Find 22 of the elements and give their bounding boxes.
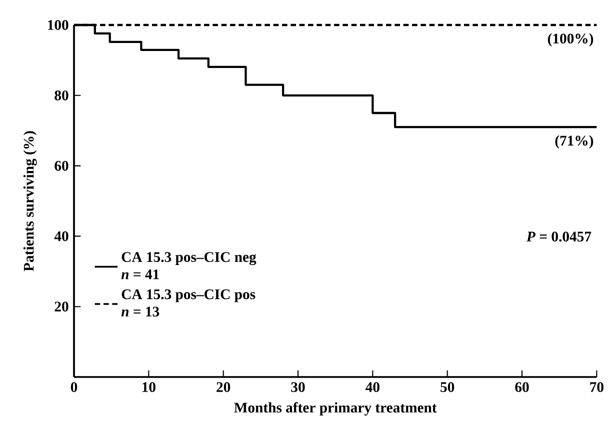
- legend-label: CA 15.3 pos–CIC neg: [122, 252, 256, 266]
- x-tick-label: 70: [590, 382, 604, 392]
- y-axis-title: Patients surviving (%): [23, 131, 37, 272]
- legend-label: CA 15.3 pos–CIC pos: [122, 289, 256, 302]
- x-tick-label: 20: [216, 382, 230, 392]
- annotation: n = 13: [121, 306, 160, 317]
- x-tick-label: 60: [515, 382, 529, 392]
- x-tick-label: 10: [142, 382, 156, 392]
- y-tick-label: 60: [54, 160, 68, 171]
- y-tick-label: 40: [54, 231, 68, 242]
- annotation: P = 0.0457: [526, 232, 592, 242]
- y-tick-label: 100: [48, 20, 68, 30]
- annotation: (100%): [548, 33, 594, 47]
- x-tick-label: 30: [291, 382, 305, 392]
- annotation: n = 41: [121, 269, 159, 280]
- x-tick-label: 40: [366, 382, 380, 392]
- x-tick-label: 50: [440, 382, 454, 392]
- annotation: (71%): [555, 135, 594, 149]
- x-tick-label: 0: [70, 382, 78, 392]
- y-tick-label: 20: [54, 302, 68, 312]
- x-axis-title: Months after primary treatment: [234, 402, 437, 416]
- y-tick-label: 80: [54, 90, 68, 100]
